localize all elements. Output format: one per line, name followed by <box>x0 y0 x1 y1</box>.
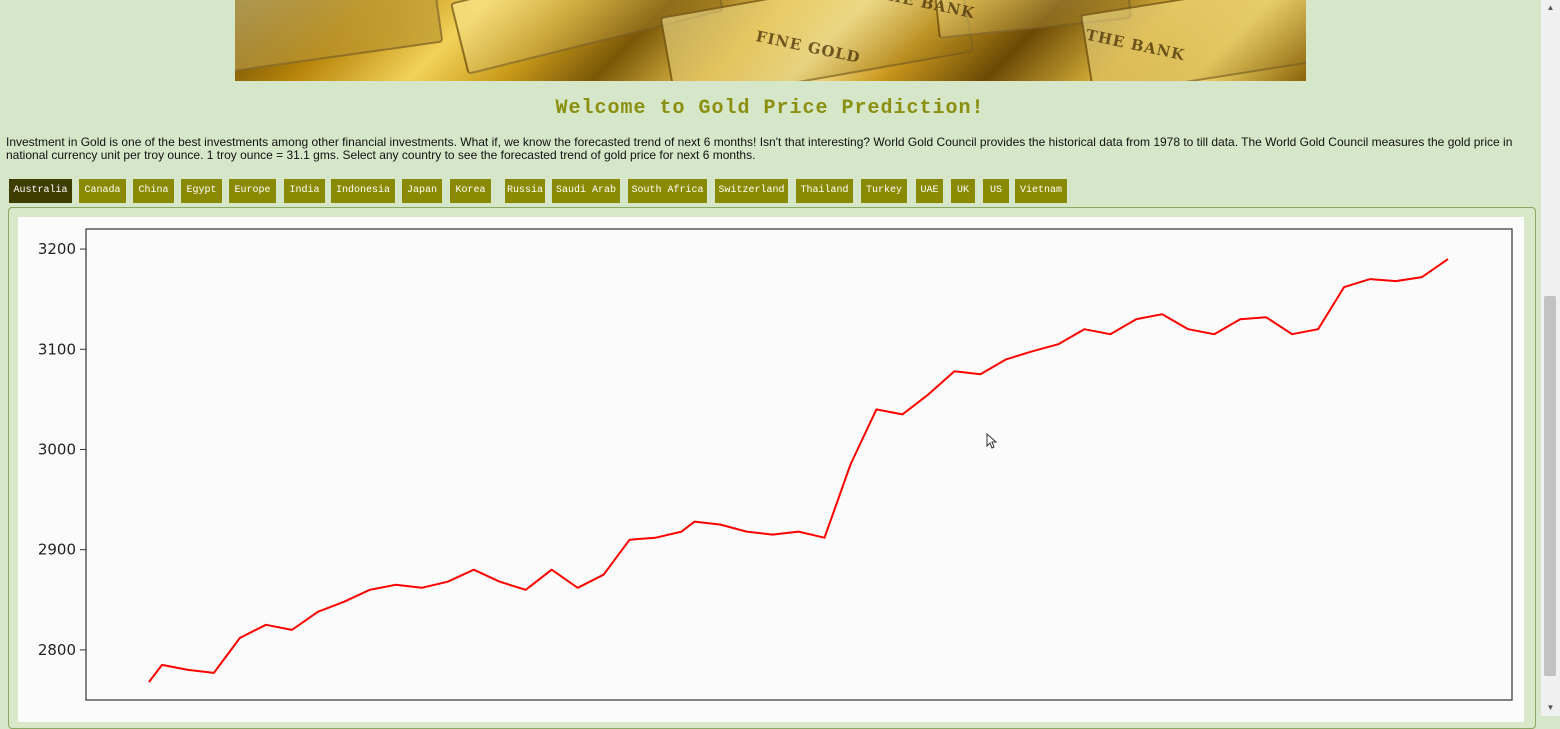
tab-uae[interactable]: UAE <box>916 179 943 203</box>
gold-bars-banner: FINE GOLD THE BANK THE BANK <box>235 0 1306 81</box>
plot-frame <box>85 228 1513 701</box>
tab-china[interactable]: China <box>133 179 174 203</box>
forecast-chart-svg: 2800 2900 3000 3100 3200 <box>38 228 1513 701</box>
tab-australia[interactable]: Australia <box>9 179 72 203</box>
page-scrollbar[interactable]: ▲ ▼ <box>1541 0 1560 716</box>
scroll-thumb[interactable] <box>1544 296 1556 676</box>
scroll-down-arrow-icon[interactable]: ▼ <box>1546 703 1555 712</box>
tab-europe[interactable]: Europe <box>229 179 276 203</box>
tab-switzerland[interactable]: Switzerland <box>715 179 788 203</box>
tab-canada[interactable]: Canada <box>79 179 126 203</box>
gold-bar-shape <box>235 0 444 75</box>
tab-turkey[interactable]: Turkey <box>861 179 907 203</box>
tab-uk[interactable]: UK <box>951 179 975 203</box>
y-tick-label: 3200 <box>38 240 76 258</box>
tab-egypt[interactable]: Egypt <box>181 179 222 203</box>
forecast-chart: 2800 2900 3000 3100 3200 <box>18 217 1524 722</box>
tab-saudi-arab[interactable]: Saudi Arab <box>552 179 620 203</box>
tab-india[interactable]: India <box>284 179 325 203</box>
tab-korea[interactable]: Korea <box>450 179 491 203</box>
intro-paragraph: Investment in Gold is one of the best in… <box>6 135 1513 162</box>
tab-thailand[interactable]: Thailand <box>796 179 853 203</box>
scroll-up-arrow-icon[interactable]: ▲ <box>1546 3 1555 12</box>
y-tick-label: 3100 <box>38 340 76 358</box>
tab-japan[interactable]: Japan <box>402 179 442 203</box>
page-title: Welcome to Gold Price Prediction! <box>555 97 985 120</box>
mouse-cursor-icon <box>986 433 998 449</box>
series-line-0 <box>148 258 1449 683</box>
tab-south-africa[interactable]: South Africa <box>628 179 707 203</box>
tab-vietnam[interactable]: Vietnam <box>1015 179 1067 203</box>
y-tick-label: 2800 <box>38 641 76 659</box>
tab-russia[interactable]: Russia <box>505 179 545 203</box>
tab-indonesia[interactable]: Indonesia <box>331 179 395 203</box>
y-tick-label: 3000 <box>38 440 76 458</box>
y-tick-label: 2900 <box>38 541 76 559</box>
tab-us[interactable]: US <box>983 179 1009 203</box>
